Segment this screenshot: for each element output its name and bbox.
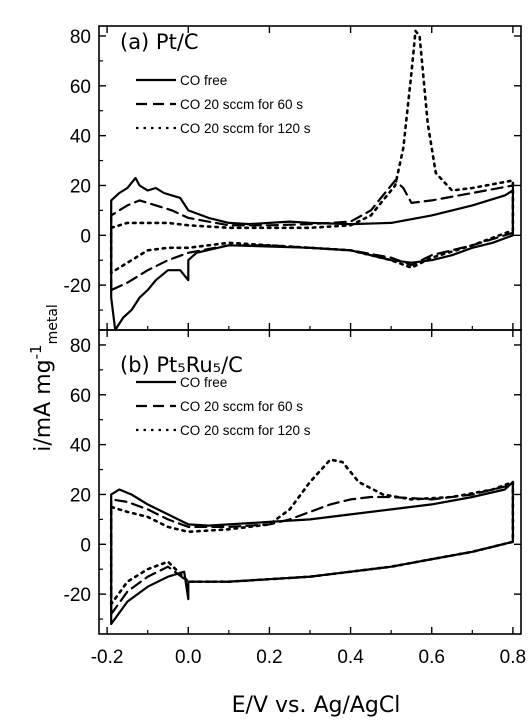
series-line-co-60s	[110, 179, 514, 292]
y-tick-label: 20	[70, 485, 91, 506]
y-axis-title: i/mA mg-1metal	[27, 304, 61, 452]
x-axis-tick-labels: -0.2 0.0 0.2 0.4 0.6 0.8	[91, 647, 526, 668]
x-tick-label: 0.2	[256, 647, 282, 668]
y-axis-title-main: i/mA mg	[31, 359, 56, 451]
x-tick-label: 0.4	[337, 647, 364, 668]
svg-text:i/mA mg-1metal: i/mA mg-1metal	[27, 304, 61, 452]
y-tick-label: 0	[80, 226, 91, 247]
y-tick-label: -20	[64, 276, 91, 297]
legend-label: CO 20 sccm for 60 s	[180, 399, 303, 414]
legend-label: CO free	[180, 73, 227, 88]
legend-label: CO 20 sccm for 120 s	[180, 423, 311, 438]
series-line-co-free	[110, 176, 514, 332]
y-tick-label: 80	[70, 336, 91, 357]
y-tick-label: 0	[80, 535, 91, 556]
legend-label: CO 20 sccm for 120 s	[180, 121, 311, 136]
series-line-co-60s	[110, 483, 514, 616]
legend-label: CO 20 sccm for 60 s	[180, 97, 303, 112]
panel-b: 80 60 40 20 0 -20 (b) Pt₅Ru₅/CCO free CO 20 scc…	[64, 329, 522, 635]
y-tick-label: 20	[70, 176, 91, 197]
series-line-co-120s	[109, 29, 515, 274]
x-axis-title: E/V vs. Ag/AgCl	[232, 693, 401, 718]
panel-a: 80 60 40 20 0 -20 (a) Pt/C CO free CO 20 sccm fo…	[64, 25, 522, 332]
y-tick-label: 60	[70, 77, 91, 98]
series-line-co-free	[110, 480, 514, 626]
y-axis-title-superscript: -1	[27, 344, 45, 359]
legend-label: CO free	[180, 375, 227, 390]
y-axis-title-subscript: metal	[45, 304, 61, 344]
panel-title: (b) Pt₅Ru₅/C	[120, 353, 243, 377]
x-tick-label: 0.8	[500, 647, 526, 668]
y-tick-label: 40	[70, 436, 91, 457]
y-tick-label: -20	[64, 585, 91, 606]
x-tick-label: 0.0	[175, 647, 201, 668]
panel-title: (a) Pt/C	[120, 30, 199, 54]
y-tick-label: 80	[70, 27, 91, 48]
series-line-co-120s	[109, 458, 515, 606]
x-tick-label: 0.6	[419, 647, 445, 668]
plot-frame	[98, 25, 522, 331]
y-tick-label: 40	[70, 127, 91, 148]
y-tick-label: 60	[70, 386, 91, 407]
x-tick-label: -0.2	[91, 647, 124, 668]
